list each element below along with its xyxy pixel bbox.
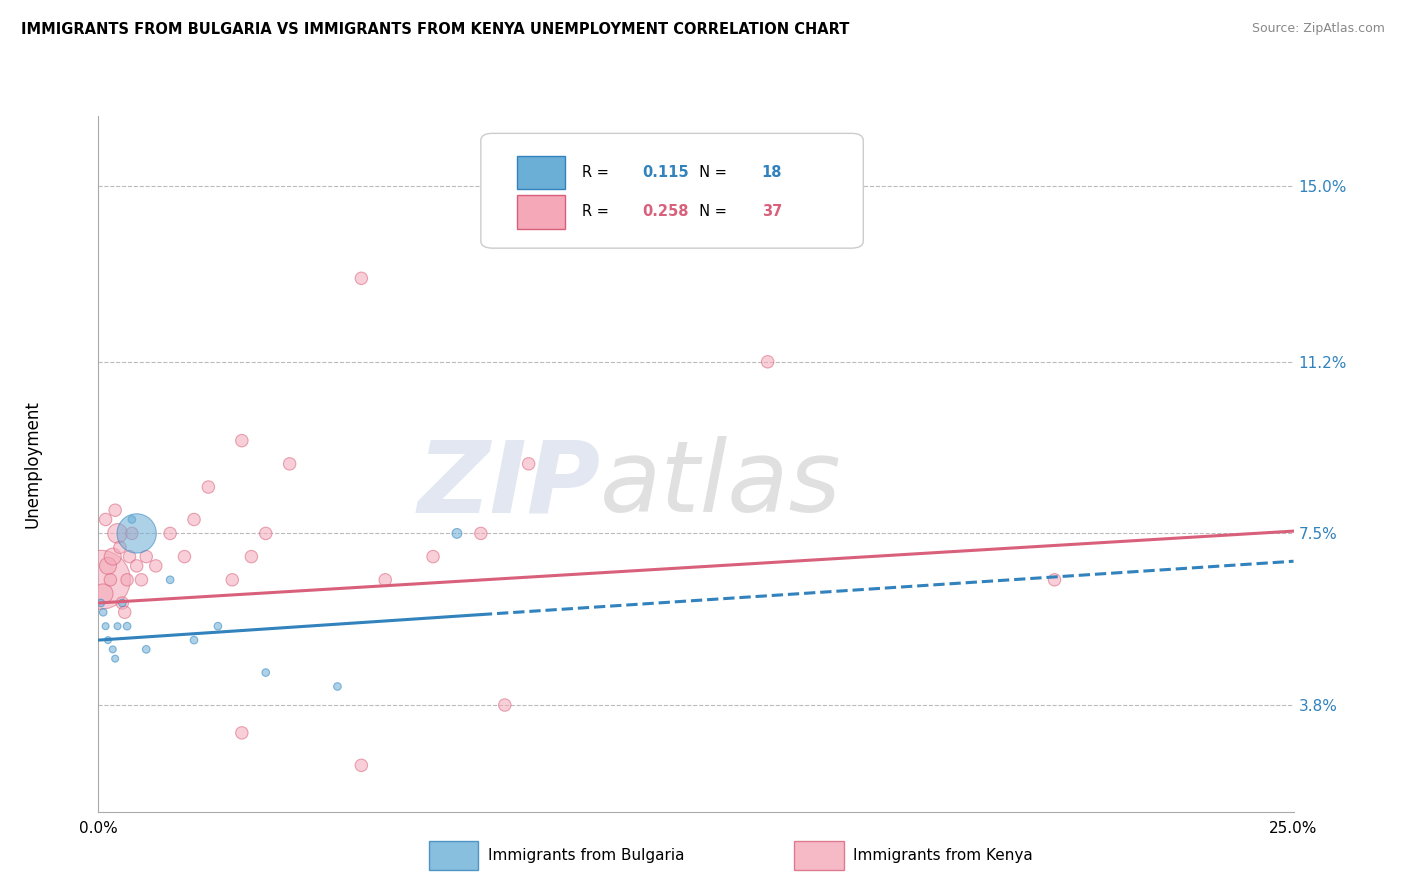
Point [278,457,301,471]
Point [756,355,779,369]
Point [183,512,205,526]
Text: N =: N = [690,165,731,180]
FancyBboxPatch shape [517,195,565,228]
FancyBboxPatch shape [481,134,863,248]
Point [197,480,219,494]
Point [135,549,157,564]
Point [494,698,516,712]
Point [104,503,127,517]
Point [159,526,181,541]
Point [115,573,138,587]
Point [1043,573,1066,587]
Point [254,526,277,541]
Point [91,587,114,601]
Point [90,596,112,610]
Point [121,512,143,526]
Point [94,619,117,633]
Text: R =: R = [582,204,614,219]
Point [104,651,127,665]
Text: Source: ZipAtlas.com: Source: ZipAtlas.com [1251,22,1385,36]
Point [374,573,396,587]
Point [125,558,148,573]
Point [111,596,134,610]
Point [135,642,157,657]
Text: ZIP: ZIP [418,436,600,533]
Point [114,605,136,619]
Point [115,619,138,633]
Point [108,541,131,555]
Text: IMMIGRANTS FROM BULGARIA VS IMMIGRANTS FROM KENYA UNEMPLOYMENT CORRELATION CHART: IMMIGRANTS FROM BULGARIA VS IMMIGRANTS F… [21,22,849,37]
Point [517,457,540,471]
Point [231,726,253,740]
Point [101,642,124,657]
Text: 37: 37 [762,204,782,219]
Point [145,558,167,573]
Point [97,558,120,573]
Point [350,271,373,285]
Point [221,573,243,587]
Point [125,526,148,541]
Point [97,633,120,648]
Text: 18: 18 [762,165,782,180]
Point [121,526,143,541]
Point [90,573,112,587]
Point [173,549,195,564]
Text: 0.115: 0.115 [643,165,689,180]
Point [159,573,181,587]
Point [131,573,153,587]
Point [254,665,277,680]
Point [240,549,263,564]
Text: Immigrants from Kenya: Immigrants from Kenya [853,848,1033,863]
Point [118,549,141,564]
Point [422,549,444,564]
Point [98,573,122,587]
Point [470,526,492,541]
Point [207,619,229,633]
Point [183,633,205,648]
Point [107,526,129,541]
Point [91,605,114,619]
Point [326,680,349,694]
Text: atlas: atlas [600,436,842,533]
Point [350,758,373,772]
Text: Unemployment: Unemployment [24,400,42,528]
Text: Immigrants from Bulgaria: Immigrants from Bulgaria [488,848,685,863]
Point [111,596,134,610]
Text: N =: N = [690,204,731,219]
Point [231,434,253,448]
Point [446,526,468,541]
Text: R =: R = [582,165,614,180]
Text: 0.258: 0.258 [643,204,689,219]
Point [94,512,117,526]
FancyBboxPatch shape [517,155,565,189]
Point [101,549,124,564]
Point [107,619,129,633]
